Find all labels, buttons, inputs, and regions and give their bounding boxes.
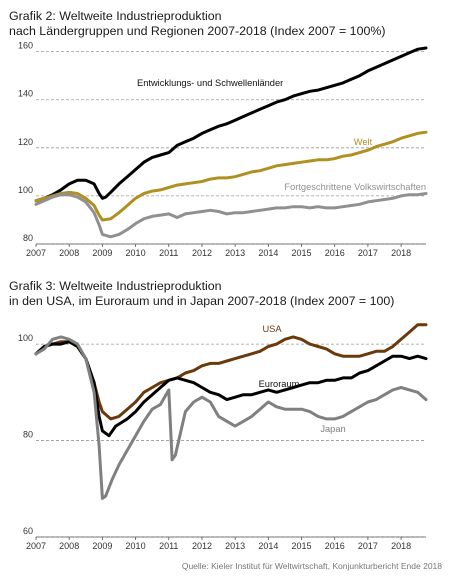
y-tick-label: 80 [23, 430, 33, 440]
chart2-title-line2: in den USA, im Euroraum und in Japan 200… [9, 294, 395, 308]
series-line-3 [34, 335, 428, 500]
series-line-1 [34, 323, 428, 421]
x-tick-label: 2015 [292, 541, 312, 551]
x-tick-label: 2010 [126, 248, 146, 258]
y-tick-label: 100 [18, 333, 33, 343]
series-label-2: Welt [354, 137, 373, 147]
x-tick-label: 2018 [391, 541, 411, 551]
series-line-3 [34, 192, 428, 239]
chart1-title-line2: nach Ländergruppen und Regionen 2007-201… [9, 24, 386, 38]
x-tick-label: 2016 [325, 248, 345, 258]
x-tick-label: 2014 [258, 541, 278, 551]
y-tick-label: 160 [18, 41, 33, 51]
y-tick-label: 80 [23, 233, 33, 243]
series-line-1 [34, 46, 428, 203]
x-tick-label: 2009 [92, 541, 112, 551]
x-tick-label: 2017 [358, 541, 378, 551]
x-tick-label: 2014 [258, 248, 278, 258]
x-tick-label: 2011 [159, 248, 178, 258]
x-tick-label: 2008 [59, 541, 79, 551]
x-tick-label: 2018 [391, 248, 411, 258]
chart2-title-line1: Grafik 3: Weltweite Industrieproduktion [9, 279, 222, 293]
x-tick-label: 2012 [192, 541, 212, 551]
x-tick-label: 2013 [225, 248, 245, 258]
series-line-2 [34, 340, 428, 438]
source-note: Quelle: Kieler Institut für Weltwirtscha… [181, 561, 442, 571]
x-tick-label: 2015 [292, 248, 312, 258]
x-tick-label: 2011 [159, 541, 178, 551]
series-label-3: Fortgeschrittene Volkswirtschaften [284, 182, 426, 192]
series-line-2 [34, 130, 428, 222]
series-label-3: Japan [320, 424, 345, 434]
series-label-1: USA [262, 324, 282, 334]
chart1-title-line1: Grafik 2: Weltweite Industrieproduktion [9, 9, 222, 23]
x-tick-label: 2007 [26, 248, 46, 258]
x-tick-label: 2016 [325, 541, 345, 551]
x-tick-label: 2008 [59, 248, 79, 258]
y-tick-label: 100 [18, 185, 33, 195]
y-tick-label: 120 [18, 137, 33, 147]
x-tick-label: 2007 [26, 541, 46, 551]
x-tick-label: 2017 [358, 248, 378, 258]
y-tick-label: 140 [18, 89, 33, 99]
x-tick-label: 2009 [92, 248, 112, 258]
series-label-1: Entwicklungs- und Schwellenländer [137, 78, 283, 88]
x-tick-label: 2013 [225, 541, 245, 551]
y-tick-label: 60 [23, 526, 33, 536]
x-tick-label: 2010 [126, 541, 146, 551]
series-label-2: Euroraum [259, 379, 300, 389]
x-tick-label: 2012 [192, 248, 212, 258]
